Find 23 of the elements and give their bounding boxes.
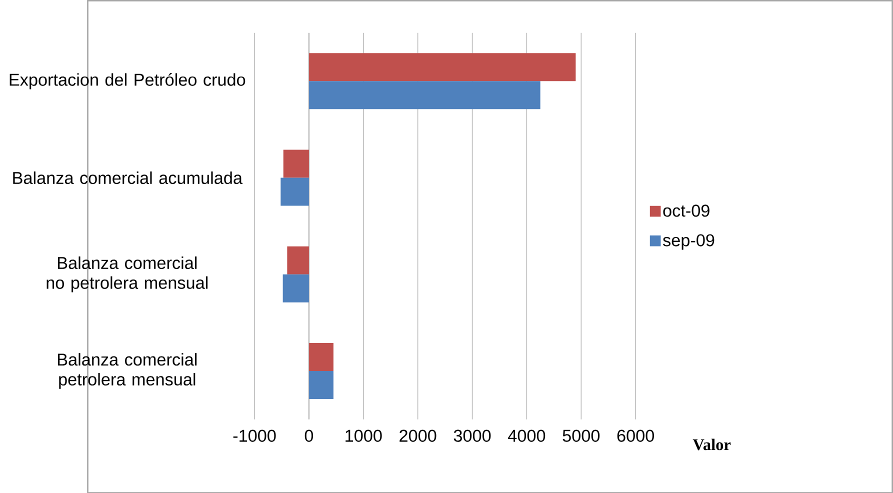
bar bbox=[282, 274, 309, 302]
x-tick-label: 5000 bbox=[562, 429, 600, 442]
x-tick-label: 4000 bbox=[508, 429, 546, 442]
x-tick-label: 6000 bbox=[617, 429, 654, 442]
y-tick-label: Balanza comercial no petrolera mensual bbox=[46, 256, 208, 292]
bar bbox=[308, 52, 576, 81]
y-tick-label: Balanza comercial acumulada bbox=[13, 171, 242, 184]
bar bbox=[308, 370, 334, 399]
bar bbox=[308, 80, 540, 109]
bar bbox=[280, 178, 309, 206]
bar bbox=[287, 246, 309, 274]
x-tick-label: 0 bbox=[304, 429, 314, 442]
x-axis-title: Valor bbox=[692, 438, 731, 450]
x-tick-label: 3000 bbox=[454, 429, 491, 442]
x-tick-label: 1000 bbox=[346, 429, 382, 442]
x-tick-label: 2000 bbox=[400, 429, 436, 442]
bar bbox=[283, 150, 309, 178]
legend-label: sep-09 bbox=[663, 234, 714, 250]
legend-label: oct-09 bbox=[663, 204, 710, 217]
bar bbox=[308, 342, 334, 371]
y-tick-label: Balanza comercial petrolera mensual bbox=[58, 352, 197, 389]
x-tick-label: -1000 bbox=[233, 429, 276, 442]
y-tick-label: Exportacion del Petróleo crudo bbox=[10, 72, 246, 89]
